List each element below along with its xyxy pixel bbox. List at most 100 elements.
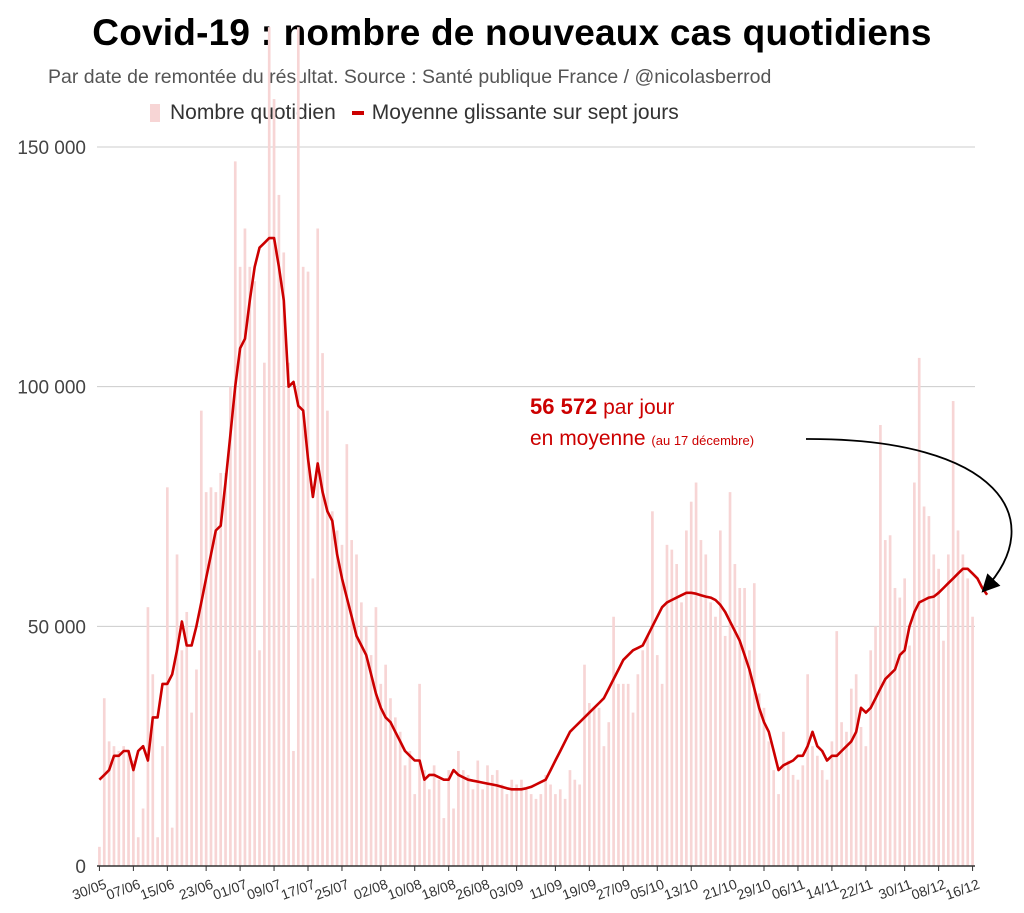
bar <box>360 602 363 866</box>
bar <box>112 746 116 866</box>
x-tick-label: 11/09 <box>527 876 565 903</box>
bar <box>364 626 368 866</box>
bar <box>209 487 213 866</box>
y-tick-label: 100 000 <box>17 378 86 399</box>
x-tick-label: 05/10 <box>628 876 667 903</box>
bar <box>398 731 402 866</box>
bar <box>777 794 780 866</box>
bar <box>714 616 717 866</box>
chart-subtitle: Par date de remontée du résultat. Source… <box>48 66 772 88</box>
bar <box>204 492 208 866</box>
bar <box>180 650 184 866</box>
bar <box>942 640 945 866</box>
bar <box>107 741 111 866</box>
bar <box>806 674 809 866</box>
bar <box>529 794 533 866</box>
bar <box>432 765 436 866</box>
bar <box>510 779 514 866</box>
x-tick-label: 14/11 <box>804 876 842 903</box>
bar <box>752 583 756 866</box>
bar <box>253 281 256 866</box>
bar <box>132 760 135 866</box>
bar <box>345 444 349 866</box>
bar <box>515 784 518 866</box>
bar <box>442 818 446 866</box>
line-series <box>98 236 989 791</box>
x-tick-label: 27/09 <box>594 876 633 903</box>
x-tick-label: 19/09 <box>560 876 599 903</box>
bar <box>224 472 227 866</box>
bar <box>946 554 950 866</box>
bar <box>141 808 145 866</box>
annotation-arrow <box>805 438 1013 593</box>
moving-average-line <box>98 236 989 791</box>
bar <box>893 587 897 866</box>
bar <box>170 827 174 866</box>
x-tick-label: 15/06 <box>138 876 177 903</box>
bar <box>859 726 863 866</box>
x-tick-label: 22/11 <box>837 876 875 903</box>
bar <box>330 511 334 866</box>
bar <box>883 540 887 866</box>
bar <box>282 252 286 866</box>
bar <box>592 707 596 866</box>
bar <box>626 683 630 866</box>
bar <box>466 774 470 866</box>
x-tick-label: 10/08 <box>385 876 424 903</box>
bar <box>379 683 383 866</box>
bar <box>709 602 712 866</box>
bar <box>495 770 499 866</box>
bar <box>670 549 674 866</box>
bar <box>898 597 902 866</box>
bar <box>631 712 635 866</box>
annotation-date: (au 17 décembre) <box>651 433 755 448</box>
bar <box>306 271 310 866</box>
bar <box>854 674 858 866</box>
bar <box>820 770 824 866</box>
bar <box>932 554 936 866</box>
bar <box>296 27 300 866</box>
bar <box>520 779 523 866</box>
legend-bar-swatch <box>150 104 160 122</box>
x-tick-label: 26/08 <box>453 876 492 903</box>
bar <box>762 707 766 866</box>
bar <box>811 746 814 866</box>
bar <box>597 707 601 866</box>
bar <box>238 266 242 866</box>
bar <box>641 650 645 866</box>
bar <box>864 746 868 866</box>
bar <box>903 578 906 866</box>
bar <box>733 564 737 866</box>
bar <box>185 611 189 866</box>
bar <box>825 779 829 866</box>
bar <box>418 683 421 866</box>
annotation-line1: 56 572 par jour <box>530 394 674 420</box>
bar <box>146 607 150 866</box>
x-tick-label: 18/08 <box>419 876 458 903</box>
bar <box>233 161 237 866</box>
bar <box>704 554 708 866</box>
bar <box>481 789 484 866</box>
chart-title: Covid-19 : nombre de nouveaux cas quotid… <box>92 12 932 53</box>
bar <box>554 794 557 866</box>
bar <box>195 669 198 866</box>
bar <box>816 755 819 866</box>
bar <box>384 664 387 866</box>
bar <box>621 683 625 866</box>
bar <box>316 228 320 866</box>
annotation-line1-rest: par jour <box>597 396 675 419</box>
annotation-line2-text: en moyenne <box>530 427 652 450</box>
bar <box>583 664 586 866</box>
bar <box>175 554 179 866</box>
bar <box>888 535 892 866</box>
bar <box>335 530 339 866</box>
bar <box>369 655 373 866</box>
bar <box>636 674 640 866</box>
bar <box>156 837 159 866</box>
bar <box>340 544 344 866</box>
bar <box>350 540 354 866</box>
bar <box>389 698 392 866</box>
bar <box>219 472 223 866</box>
bar <box>602 746 606 866</box>
bar <box>374 607 378 866</box>
